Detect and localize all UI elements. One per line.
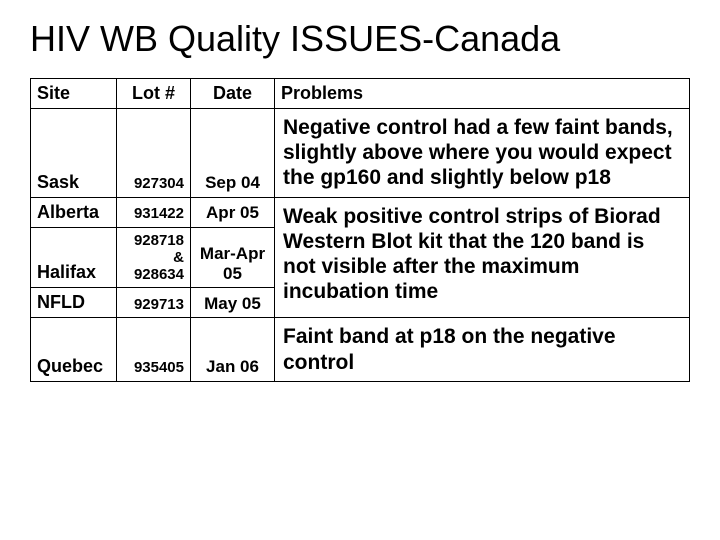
cell-lot: 927304 [117, 109, 191, 198]
col-lot: Lot # [117, 79, 191, 109]
cell-site: Sask [31, 109, 117, 198]
cell-problem: Negative control had a few faint bands, … [275, 109, 690, 198]
slide: HIV WB Quality ISSUES-Canada Site Lot # … [0, 0, 720, 540]
cell-problem: Weak positive control strips of Biorad W… [275, 197, 690, 318]
cell-date: Jan 06 [191, 318, 275, 381]
cell-lot: 928718 & 928634 [117, 227, 191, 288]
col-date: Date [191, 79, 275, 109]
cell-date: Apr 05 [191, 197, 275, 227]
table-header-row: Site Lot # Date Problems [31, 79, 690, 109]
cell-problem: Faint band at p18 on the negative contro… [275, 318, 690, 381]
col-site: Site [31, 79, 117, 109]
table-row: Quebec 935405 Jan 06 Faint band at p18 o… [31, 318, 690, 381]
cell-site: Halifax [31, 227, 117, 288]
table-row: Sask 927304 Sep 04 Negative control had … [31, 109, 690, 198]
cell-date: Mar-Apr 05 [191, 227, 275, 288]
cell-site: NFLD [31, 288, 117, 318]
cell-site: Alberta [31, 197, 117, 227]
cell-date: Sep 04 [191, 109, 275, 198]
cell-lot: 929713 [117, 288, 191, 318]
cell-site: Quebec [31, 318, 117, 381]
issues-table: Site Lot # Date Problems Sask 927304 Sep… [30, 78, 690, 382]
page-title: HIV WB Quality ISSUES-Canada [30, 18, 690, 60]
cell-lot-text: 928718 & 928634 [134, 232, 184, 284]
cell-date: May 05 [191, 288, 275, 318]
cell-lot: 931422 [117, 197, 191, 227]
col-problems: Problems [275, 79, 690, 109]
cell-lot: 935405 [117, 318, 191, 381]
table-row: Alberta 931422 Apr 05 Weak positive cont… [31, 197, 690, 227]
